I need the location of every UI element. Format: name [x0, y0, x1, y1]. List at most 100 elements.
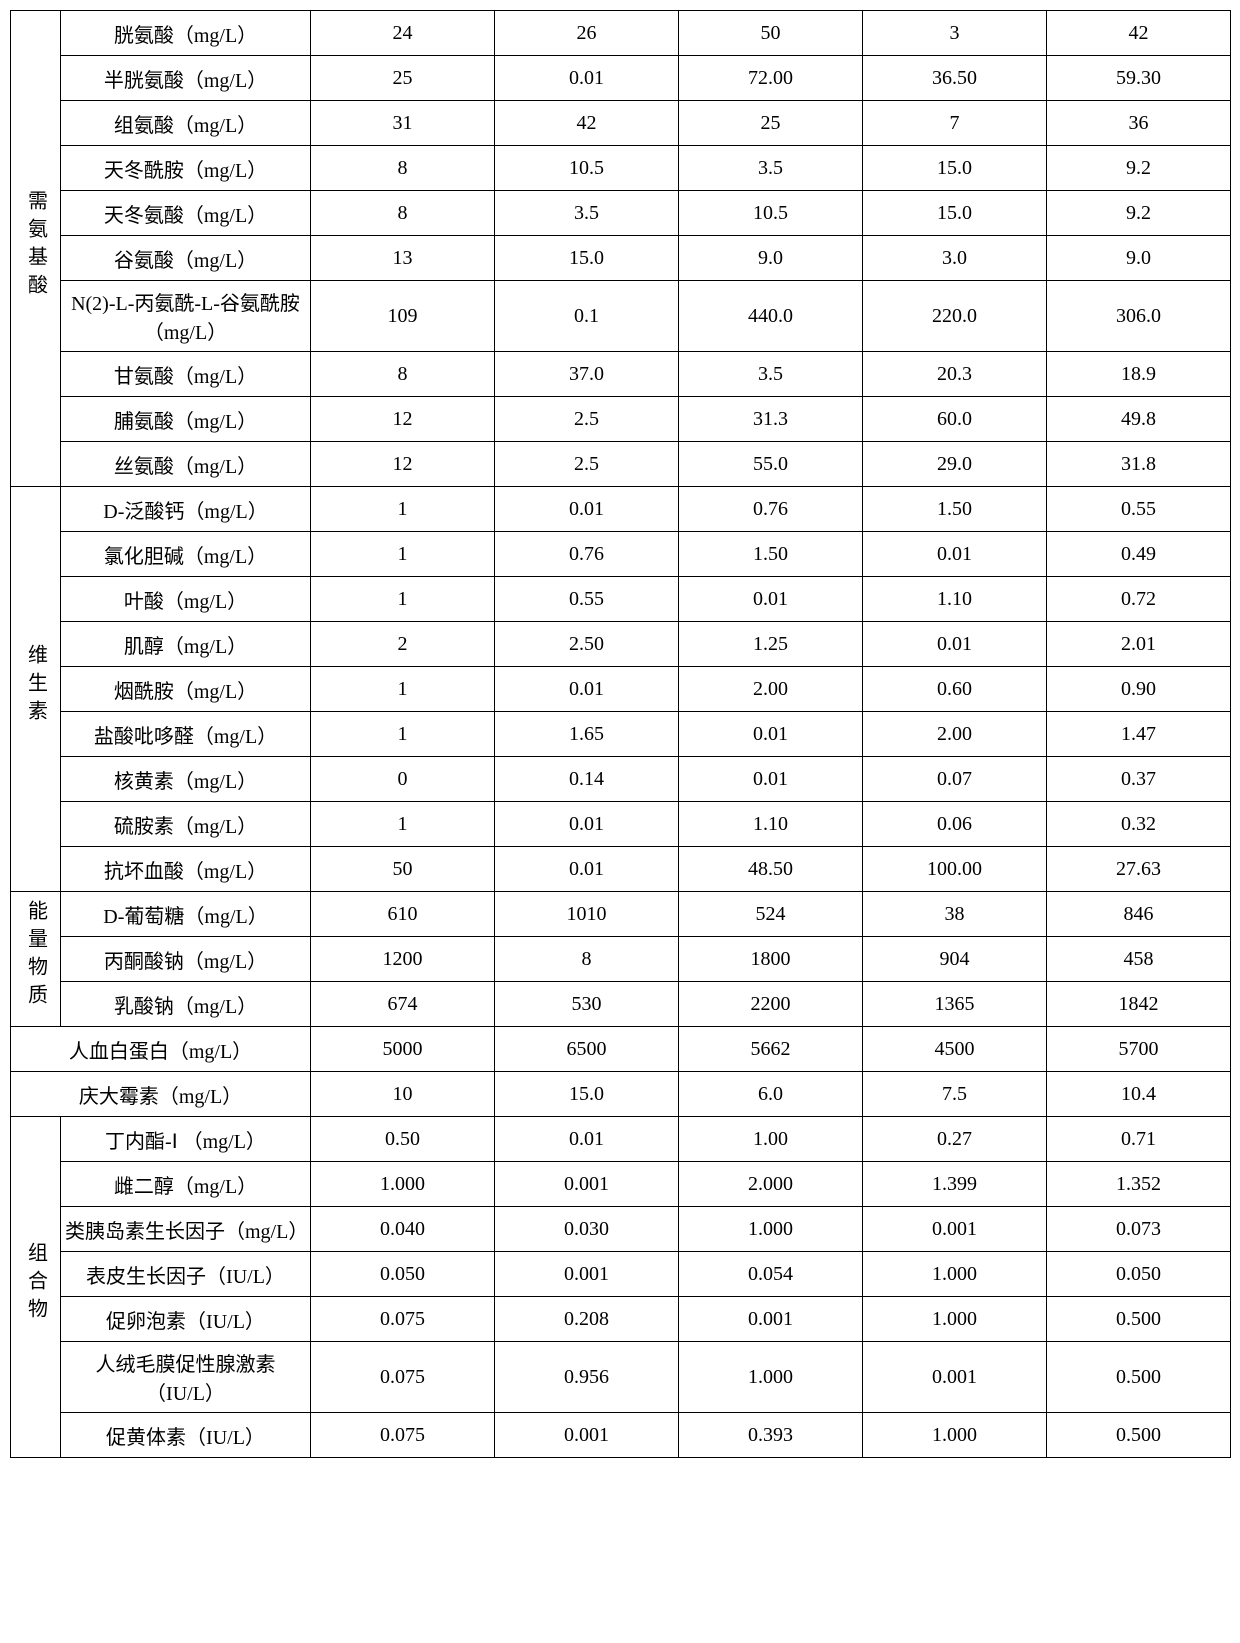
cell: 60.0: [863, 397, 1047, 442]
row-name: 丝氨酸（mg/L）: [61, 442, 311, 487]
row-name: D-葡萄糖（mg/L）: [61, 892, 311, 937]
cell: 0.050: [311, 1252, 495, 1297]
cell: 0.76: [679, 487, 863, 532]
cell: 5700: [1047, 1027, 1231, 1072]
row-name: N(2)-L-丙氨酰-L-谷氨酰胺（mg/L）: [61, 281, 311, 352]
cell: 0.01: [679, 712, 863, 757]
cell: 0.001: [679, 1297, 863, 1342]
table-row: 类胰岛素生长因子（mg/L）0.0400.0301.0000.0010.073: [11, 1207, 1231, 1252]
cell: 0.01: [495, 487, 679, 532]
table-row: 组合物 丁内酯-Ⅰ （mg/L） 0.500.011.000.270.71: [11, 1117, 1231, 1162]
cell: 0.001: [863, 1342, 1047, 1413]
cell: 1: [311, 667, 495, 712]
row-albumin: 人血白蛋白（mg/L）: [11, 1027, 311, 1072]
cell: 1: [311, 802, 495, 847]
table-row: 丙酮酸钠（mg/L）120081800904458: [11, 937, 1231, 982]
row-name: D-泛酸钙（mg/L）: [61, 487, 311, 532]
row-name: 脯氨酸（mg/L）: [61, 397, 311, 442]
cell: 1200: [311, 937, 495, 982]
cell: 0.001: [495, 1413, 679, 1458]
row-name: 组氨酸（mg/L）: [61, 101, 311, 146]
cell: 0.01: [863, 622, 1047, 667]
cell: 2: [311, 622, 495, 667]
cell: 0.55: [1047, 487, 1231, 532]
cell: 31: [311, 101, 495, 146]
cell: 0.001: [863, 1207, 1047, 1252]
cell: 20.3: [863, 352, 1047, 397]
cell: 1.50: [863, 487, 1047, 532]
cell: 610: [311, 892, 495, 937]
table-row: 表皮生长因子（IU/L）0.0500.0010.0541.0000.050: [11, 1252, 1231, 1297]
cell: 2.50: [495, 622, 679, 667]
row-name: 硫胺素（mg/L）: [61, 802, 311, 847]
table-row: 盐酸吡哆醛（mg/L）11.650.012.001.47: [11, 712, 1231, 757]
cell: 1.000: [863, 1413, 1047, 1458]
table-row: 丝氨酸（mg/L）122.555.029.031.8: [11, 442, 1231, 487]
row-name: 类胰岛素生长因子（mg/L）: [61, 1207, 311, 1252]
cell: 2.5: [495, 397, 679, 442]
cell: 36.50: [863, 56, 1047, 101]
cell: 1800: [679, 937, 863, 982]
cell: 38: [863, 892, 1047, 937]
cell: 1.47: [1047, 712, 1231, 757]
cell: 0.054: [679, 1252, 863, 1297]
cell: 904: [863, 937, 1047, 982]
cell: 72.00: [679, 56, 863, 101]
composition-table: 需氨基酸 胱氨酸（mg/L） 242650342 半胱氨酸（mg/L）250.0…: [10, 10, 1231, 1458]
cell: 0.01: [495, 847, 679, 892]
table-row: 脯氨酸（mg/L）122.531.360.049.8: [11, 397, 1231, 442]
row-name: 谷氨酸（mg/L）: [61, 236, 311, 281]
cell: 15.0: [863, 146, 1047, 191]
row-name: 表皮生长因子（IU/L）: [61, 1252, 311, 1297]
cell: 55.0: [679, 442, 863, 487]
cell: 9.0: [1047, 236, 1231, 281]
row-name: 胱氨酸（mg/L）: [61, 11, 311, 56]
row-name: 丙酮酸钠（mg/L）: [61, 937, 311, 982]
cell: 42: [1047, 11, 1231, 56]
cell: 0.01: [679, 577, 863, 622]
row-name: 促黄体素（IU/L）: [61, 1413, 311, 1458]
cell: 42: [495, 101, 679, 146]
table-row: 需氨基酸 胱氨酸（mg/L） 242650342: [11, 11, 1231, 56]
cell: 8: [495, 937, 679, 982]
cell: 524: [679, 892, 863, 937]
cell: 1.000: [863, 1252, 1047, 1297]
row-name: 甘氨酸（mg/L）: [61, 352, 311, 397]
cell: 3.5: [495, 191, 679, 236]
cell: 0.1: [495, 281, 679, 352]
cell: 10.5: [679, 191, 863, 236]
cell: 3.5: [679, 146, 863, 191]
cell: 12: [311, 397, 495, 442]
table-row: N(2)-L-丙氨酰-L-谷氨酰胺（mg/L）1090.1440.0220.03…: [11, 281, 1231, 352]
cell: 0.71: [1047, 1117, 1231, 1162]
cell: 0.01: [495, 667, 679, 712]
cell: 0.01: [495, 802, 679, 847]
cell: 0.01: [679, 757, 863, 802]
cell: 2.00: [679, 667, 863, 712]
table-row: 肌醇（mg/L）22.501.250.012.01: [11, 622, 1231, 667]
cell: 0.956: [495, 1342, 679, 1413]
table-row: 天冬酰胺（mg/L）810.53.515.09.2: [11, 146, 1231, 191]
cell: 100.00: [863, 847, 1047, 892]
row-name: 核黄素（mg/L）: [61, 757, 311, 802]
cell: 9.2: [1047, 191, 1231, 236]
cell: 530: [495, 982, 679, 1027]
cell: 7: [863, 101, 1047, 146]
cell: 0.500: [1047, 1342, 1231, 1413]
row-name: 盐酸吡哆醛（mg/L）: [61, 712, 311, 757]
cell: 0.01: [863, 532, 1047, 577]
table-row: 核黄素（mg/L）00.140.010.070.37: [11, 757, 1231, 802]
cell: 26: [495, 11, 679, 56]
cell: 59.30: [1047, 56, 1231, 101]
cell: 0.500: [1047, 1297, 1231, 1342]
cell: 0.01: [495, 1117, 679, 1162]
cell: 0.76: [495, 532, 679, 577]
row-name: 抗坏血酸（mg/L）: [61, 847, 311, 892]
cell: 1.352: [1047, 1162, 1231, 1207]
cell: 220.0: [863, 281, 1047, 352]
table-row: 天冬氨酸（mg/L）83.510.515.09.2: [11, 191, 1231, 236]
cell: 1.50: [679, 532, 863, 577]
category-amino: 需氨基酸: [11, 11, 61, 487]
cell: 1.000: [679, 1207, 863, 1252]
cell: 0: [311, 757, 495, 802]
